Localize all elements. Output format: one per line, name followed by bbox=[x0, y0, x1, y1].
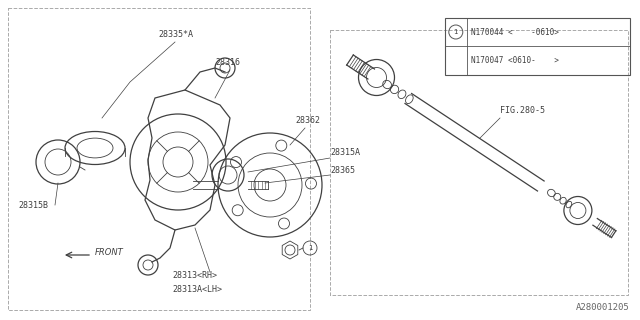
Text: 28313<RH>: 28313<RH> bbox=[172, 270, 217, 279]
Text: FRONT: FRONT bbox=[95, 247, 124, 257]
Bar bbox=[445, 18, 630, 75]
Text: 28362: 28362 bbox=[295, 116, 320, 124]
Text: 28316: 28316 bbox=[215, 58, 240, 67]
Text: 1: 1 bbox=[308, 245, 312, 251]
Text: 28315B: 28315B bbox=[18, 201, 48, 210]
Text: 28365: 28365 bbox=[330, 165, 355, 174]
Text: 28313A<LH>: 28313A<LH> bbox=[172, 285, 222, 294]
Text: 28335*A: 28335*A bbox=[158, 29, 193, 38]
Text: 1: 1 bbox=[454, 29, 458, 35]
Text: N170047 <0610-    >: N170047 <0610- > bbox=[471, 56, 559, 65]
Text: 28315A: 28315A bbox=[330, 148, 360, 156]
Text: N170044 <    -0610>: N170044 < -0610> bbox=[471, 28, 559, 36]
Text: FIG.280-5: FIG.280-5 bbox=[500, 106, 545, 115]
Text: A280001205: A280001205 bbox=[576, 303, 630, 312]
